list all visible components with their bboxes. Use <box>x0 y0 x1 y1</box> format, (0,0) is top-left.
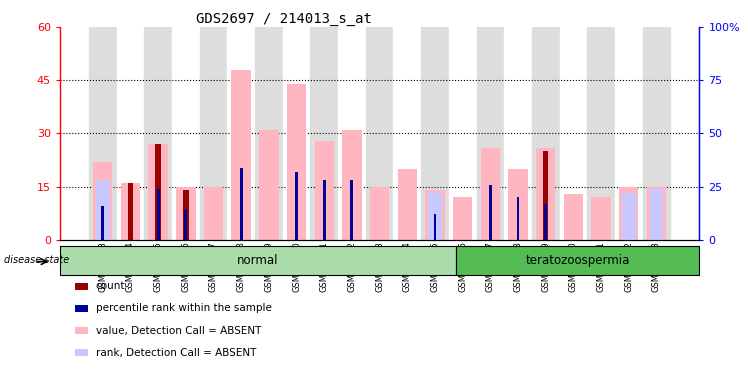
Bar <box>643 27 670 240</box>
Bar <box>647 187 666 240</box>
Bar <box>259 130 278 240</box>
Bar <box>287 84 306 240</box>
Bar <box>543 151 548 240</box>
Bar <box>148 144 168 240</box>
Bar <box>426 190 444 240</box>
Bar <box>619 187 639 240</box>
Bar <box>481 148 500 240</box>
Text: rank, Detection Call = ABSENT: rank, Detection Call = ABSENT <box>96 348 256 358</box>
Bar <box>89 27 117 240</box>
Bar <box>144 27 172 240</box>
Bar <box>156 144 161 240</box>
Text: disease state: disease state <box>4 255 69 265</box>
Text: count: count <box>96 281 125 291</box>
Text: GDS2697 / 214013_s_at: GDS2697 / 214013_s_at <box>196 12 373 25</box>
Text: percentile rank within the sample: percentile rank within the sample <box>96 303 272 313</box>
Bar <box>560 27 587 240</box>
Bar <box>393 27 421 240</box>
Bar <box>239 167 242 240</box>
Bar <box>398 169 417 240</box>
Bar <box>231 70 251 240</box>
Bar <box>183 190 188 240</box>
Bar <box>351 180 353 240</box>
Bar <box>509 169 528 240</box>
Bar <box>622 193 636 240</box>
Bar <box>323 180 325 240</box>
FancyBboxPatch shape <box>456 246 699 275</box>
Text: teratozoospermia: teratozoospermia <box>525 254 630 266</box>
Bar <box>536 148 556 240</box>
Bar <box>101 206 104 240</box>
Bar <box>343 130 361 240</box>
Bar <box>449 27 476 240</box>
Bar <box>421 27 449 240</box>
Bar <box>315 141 334 240</box>
Bar <box>172 27 200 240</box>
Bar <box>489 185 491 240</box>
FancyBboxPatch shape <box>60 246 456 275</box>
Bar <box>615 27 643 240</box>
Bar <box>592 197 611 240</box>
Bar <box>428 193 442 240</box>
Bar <box>200 27 227 240</box>
Bar <box>227 27 255 240</box>
Bar <box>176 187 195 240</box>
Bar <box>532 27 560 240</box>
Bar <box>564 194 583 240</box>
Bar <box>203 187 223 240</box>
Bar <box>370 187 389 240</box>
Bar <box>587 27 615 240</box>
Bar <box>476 27 504 240</box>
Bar <box>310 27 338 240</box>
Bar <box>434 214 436 240</box>
Text: value, Detection Call = ABSENT: value, Detection Call = ABSENT <box>96 326 261 336</box>
Bar <box>453 197 472 240</box>
Bar <box>117 27 144 240</box>
Bar <box>156 189 159 240</box>
Bar <box>366 27 393 240</box>
Bar <box>255 27 283 240</box>
Bar <box>184 210 187 240</box>
Bar <box>504 27 532 240</box>
Bar <box>128 183 133 240</box>
Text: normal: normal <box>237 254 278 266</box>
Bar <box>93 162 112 240</box>
Bar <box>96 180 109 240</box>
Bar <box>283 27 310 240</box>
Bar <box>295 172 298 240</box>
Bar <box>517 197 520 240</box>
Bar <box>120 183 140 240</box>
Bar <box>545 204 548 240</box>
Bar <box>650 189 663 240</box>
Bar <box>338 27 366 240</box>
